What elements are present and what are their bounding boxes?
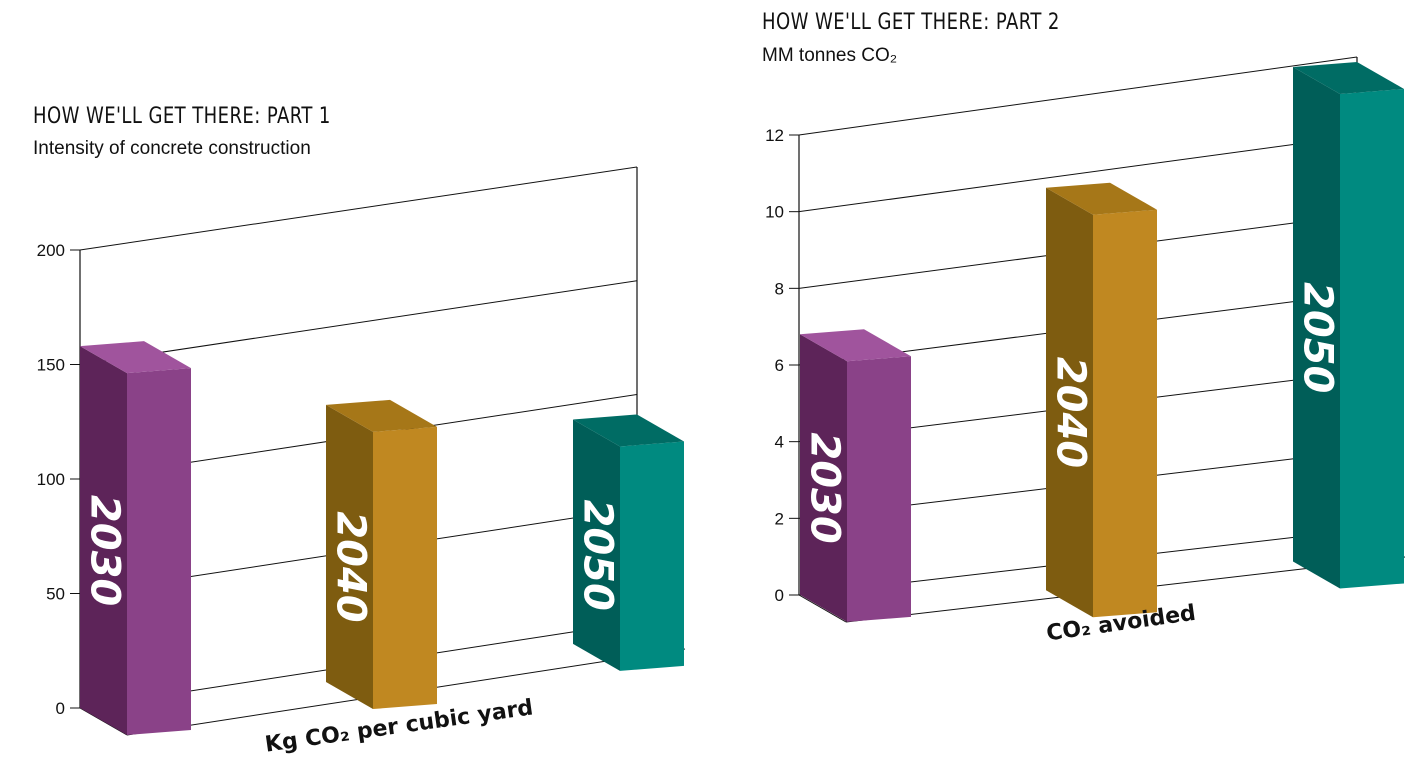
bar-top-face bbox=[1046, 182, 1157, 215]
bar-front-face bbox=[373, 426, 437, 710]
y-tick-label: 100 bbox=[37, 470, 65, 489]
chart1-title: HOW WE'LL GET THERE: PART 1 bbox=[33, 104, 331, 129]
bar-top-face bbox=[1293, 61, 1404, 94]
chart1-subtitle: Intensity of concrete construction bbox=[33, 138, 311, 159]
y-tick-label: 150 bbox=[37, 356, 65, 375]
y-tick-label: 4 bbox=[775, 433, 784, 452]
bar-year-label: 2030 bbox=[82, 495, 128, 606]
bar-2050: 2050 bbox=[573, 414, 684, 671]
bar-side-face bbox=[1293, 66, 1340, 589]
bar-2040: 2040 bbox=[326, 399, 437, 710]
bar-side-face bbox=[800, 334, 847, 622]
bar-front-face bbox=[847, 356, 911, 622]
y-tick-label: 10 bbox=[765, 203, 784, 222]
bar-2050: 2050 bbox=[1293, 61, 1404, 589]
y-tick-label: 2 bbox=[775, 509, 784, 528]
bar-side-face bbox=[573, 419, 620, 671]
y-tick-label: 12 bbox=[765, 126, 784, 145]
y-tick-label: 6 bbox=[775, 356, 784, 375]
chart2-subtitle: MM tonnes CO₂ bbox=[762, 45, 898, 66]
y-tick-label: 50 bbox=[46, 585, 65, 604]
bar-year-label: 2040 bbox=[328, 511, 374, 622]
bar-top-face bbox=[573, 414, 684, 447]
bar-year-label: 2050 bbox=[575, 500, 621, 611]
bar-top-face bbox=[80, 341, 191, 374]
bar-2030: 2030 bbox=[800, 329, 911, 622]
gridline bbox=[798, 135, 1358, 213]
bar-top-face bbox=[326, 399, 437, 432]
bar-side-face bbox=[1046, 187, 1093, 618]
bar-year-label: 2050 bbox=[1295, 282, 1341, 393]
floor-edge bbox=[798, 594, 847, 623]
y-tick-label: 200 bbox=[37, 241, 65, 260]
bar-top-face bbox=[800, 329, 911, 362]
bar-side-face bbox=[80, 346, 127, 735]
bar-year-label: 2040 bbox=[1048, 357, 1094, 468]
gridline bbox=[79, 280, 638, 365]
bar-front-face bbox=[1340, 88, 1404, 589]
bar-year-label: 2030 bbox=[802, 432, 848, 543]
chart2-title: HOW WE'LL GET THERE: PART 2 bbox=[762, 10, 1060, 35]
y-tick-label: 8 bbox=[775, 279, 784, 298]
y-tick-label: 0 bbox=[775, 586, 784, 605]
bar-2030: 2030 bbox=[80, 341, 191, 735]
bar-side-face bbox=[326, 404, 373, 710]
bar-2040: 2040 bbox=[1046, 182, 1157, 618]
bar-front-face bbox=[620, 441, 684, 671]
bar-front-face bbox=[1093, 209, 1157, 618]
gridline bbox=[79, 166, 638, 251]
y-tick-label: 0 bbox=[56, 699, 65, 718]
gridline bbox=[798, 56, 1358, 136]
bar-front-face bbox=[127, 368, 191, 735]
